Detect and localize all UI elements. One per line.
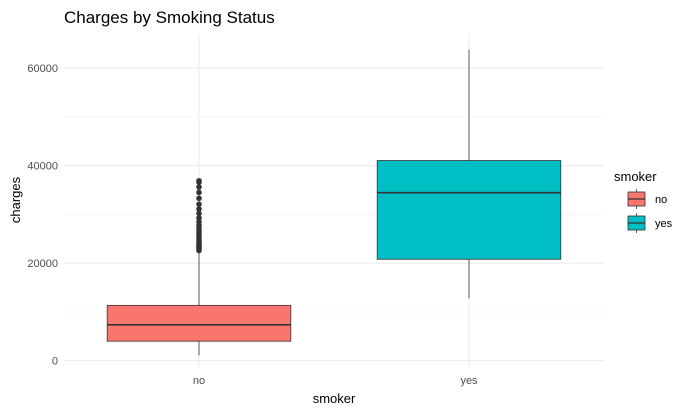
legend-label: yes <box>655 218 673 230</box>
box-no <box>106 304 292 342</box>
y-tick-label: 60000 <box>27 63 58 75</box>
x-tick-label: yes <box>460 375 478 387</box>
outlier-point <box>196 184 202 190</box>
boxes <box>106 49 562 356</box>
chart-title: Charges by Smoking Status <box>64 8 275 27</box>
legend-label: no <box>655 194 667 206</box>
outlier-point <box>196 177 202 184</box>
outlier-point <box>196 195 202 202</box>
outlier-point <box>196 215 202 221</box>
outlier-point <box>196 218 202 225</box>
y-tick-label: 0 <box>52 356 58 368</box>
legend: no yes <box>627 189 673 233</box>
outlier-point <box>196 206 202 212</box>
legend-title: smoker <box>614 169 657 184</box>
x-axis-title: smoker <box>313 391 356 406</box>
x-axis-ticks: no yes <box>193 375 478 387</box>
outlier-point <box>196 201 202 207</box>
y-tick-label: 20000 <box>27 258 58 270</box>
outlier-point <box>196 189 202 196</box>
y-axis-title: charges <box>8 176 23 223</box>
y-axis-ticks: 0 20000 40000 60000 <box>27 63 58 368</box>
outlier-point <box>196 210 202 217</box>
y-tick-label: 40000 <box>27 161 58 173</box>
box-yes <box>376 160 562 260</box>
x-tick-label: no <box>193 375 205 387</box>
